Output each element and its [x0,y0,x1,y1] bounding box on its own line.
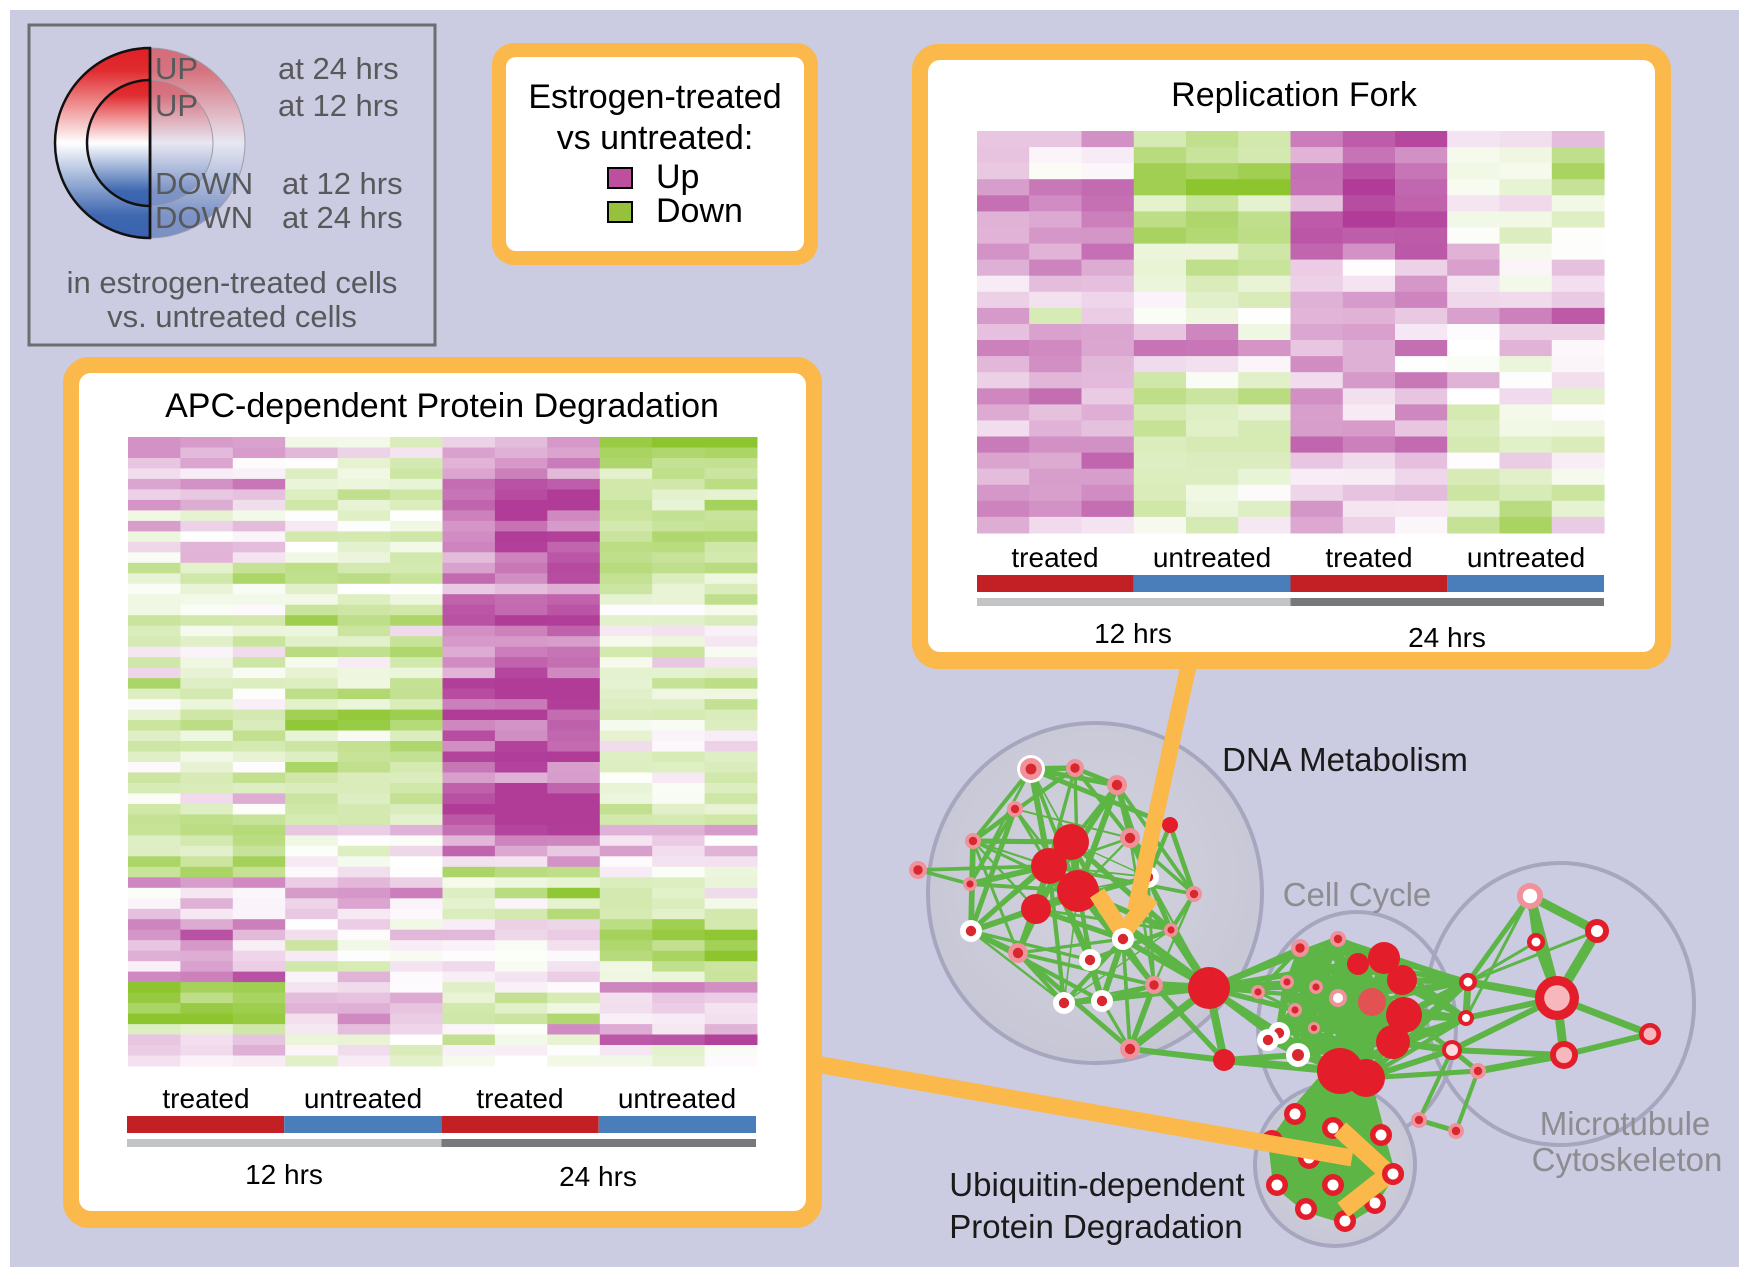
svg-text:Estrogen-treated: Estrogen-treated [528,78,781,116]
svg-text:Cell Cycle: Cell Cycle [1283,876,1432,913]
svg-text:12 hrs: 12 hrs [1094,618,1172,649]
svg-text:at 12 hrs: at 12 hrs [278,88,399,123]
svg-text:Replication Fork: Replication Fork [1171,76,1418,114]
svg-text:DNA Metabolism: DNA Metabolism [1222,741,1468,778]
svg-text:UP: UP [155,51,198,86]
svg-text:vs. untreated cells: vs. untreated cells [107,299,357,334]
svg-text:at 24 hrs: at 24 hrs [282,200,403,235]
svg-text:Cytoskeleton: Cytoskeleton [1532,1141,1723,1178]
svg-text:untreated: untreated [304,1083,422,1114]
svg-text:DOWN: DOWN [155,200,253,235]
svg-text:APC-dependent Protein Degradat: APC-dependent Protein Degradation [165,387,719,425]
svg-text:Protein Degradation: Protein Degradation [949,1208,1243,1245]
svg-text:24 hrs: 24 hrs [559,1161,637,1192]
svg-text:UP: UP [155,88,198,123]
svg-text:treated: treated [1325,542,1412,573]
svg-text:vs untreated:: vs untreated: [557,119,754,157]
svg-text:untreated: untreated [1153,542,1271,573]
svg-text:treated: treated [1011,542,1098,573]
svg-text:Ubiquitin-dependent: Ubiquitin-dependent [949,1166,1244,1203]
svg-text:untreated: untreated [618,1083,736,1114]
svg-text:in estrogen-treated cells: in estrogen-treated cells [67,265,398,300]
svg-text:Microtubule: Microtubule [1540,1105,1711,1142]
svg-text:DOWN: DOWN [155,166,253,201]
svg-text:12 hrs: 12 hrs [245,1159,323,1190]
svg-text:24 hrs: 24 hrs [1408,622,1486,653]
svg-text:untreated: untreated [1467,542,1585,573]
svg-text:Down: Down [656,192,743,230]
svg-text:at 12 hrs: at 12 hrs [282,166,403,201]
svg-text:treated: treated [476,1083,563,1114]
svg-text:treated: treated [162,1083,249,1114]
svg-text:at 24 hrs: at 24 hrs [278,51,399,86]
svg-text:Up: Up [656,158,699,196]
